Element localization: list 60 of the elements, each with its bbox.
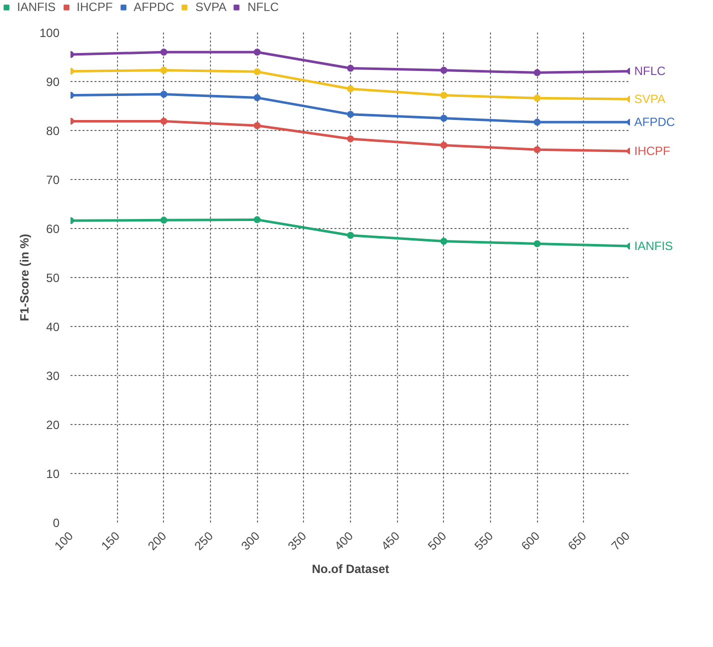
point bbox=[254, 48, 261, 56]
x-tick-label: 700 bbox=[608, 528, 633, 553]
point bbox=[254, 216, 261, 224]
point bbox=[534, 146, 541, 154]
y-tick-label: 70 bbox=[46, 173, 60, 187]
x-tick-label: 350 bbox=[285, 528, 310, 553]
point bbox=[160, 66, 168, 74]
point bbox=[160, 216, 168, 224]
point bbox=[160, 118, 168, 125]
point bbox=[534, 240, 541, 248]
point bbox=[347, 85, 354, 92]
point bbox=[440, 142, 448, 149]
text: IHCPF bbox=[634, 144, 670, 158]
y-tick-label: 60 bbox=[46, 222, 60, 236]
y-tick-label: 10 bbox=[46, 467, 60, 481]
x-tick-label: 600 bbox=[518, 528, 543, 553]
point bbox=[347, 64, 354, 72]
legend-label: NFLC bbox=[247, 0, 279, 14]
point bbox=[254, 68, 261, 76]
x-axis-title: No.of Dataset bbox=[312, 562, 390, 576]
text: SVPA bbox=[634, 92, 666, 106]
text: NFLC bbox=[634, 64, 666, 78]
point bbox=[440, 92, 448, 99]
x-tick-label: 650 bbox=[565, 528, 590, 553]
point bbox=[534, 118, 541, 126]
legend-label: AFPDC bbox=[134, 0, 174, 14]
point bbox=[347, 135, 354, 142]
point bbox=[160, 48, 168, 56]
y-tick-label: 50 bbox=[46, 271, 60, 285]
x-tick-label: 500 bbox=[425, 528, 450, 553]
y-tick-label: 80 bbox=[46, 124, 60, 138]
point bbox=[534, 94, 541, 102]
y-tick-label: 100 bbox=[39, 26, 60, 40]
x-tick-label: 150 bbox=[98, 528, 123, 553]
point bbox=[347, 110, 354, 118]
y-axis-title: F1-Score (in %) bbox=[17, 234, 32, 322]
y-tick-label: 90 bbox=[46, 75, 60, 89]
point bbox=[347, 232, 354, 239]
y-tick-label: 40 bbox=[46, 320, 60, 334]
x-tick-label: 450 bbox=[378, 528, 403, 553]
x-tick-label: 250 bbox=[192, 528, 216, 553]
legend-label: IANFIS bbox=[17, 0, 56, 14]
x-tick-label: 400 bbox=[332, 528, 356, 553]
point bbox=[254, 122, 261, 130]
x-tick-label: 200 bbox=[145, 528, 170, 553]
legend-label: IHCPF bbox=[76, 0, 113, 14]
x-tick-label: 300 bbox=[238, 528, 263, 553]
y-tick-label: 20 bbox=[46, 418, 60, 432]
text: AFPDC bbox=[634, 115, 675, 130]
x-tick-label: 550 bbox=[472, 528, 496, 553]
text: IANFIS bbox=[634, 239, 673, 254]
point bbox=[440, 114, 448, 122]
point bbox=[254, 94, 261, 102]
point bbox=[534, 69, 541, 76]
y-tick-label: 0 bbox=[52, 516, 60, 530]
y-tick-label: 30 bbox=[46, 369, 60, 383]
point bbox=[160, 90, 168, 98]
point bbox=[440, 238, 448, 245]
point bbox=[440, 66, 448, 74]
legend-label: SVPA bbox=[195, 0, 226, 14]
